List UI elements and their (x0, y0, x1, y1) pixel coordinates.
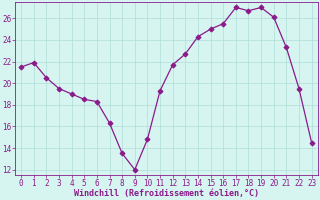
X-axis label: Windchill (Refroidissement éolien,°C): Windchill (Refroidissement éolien,°C) (74, 189, 259, 198)
